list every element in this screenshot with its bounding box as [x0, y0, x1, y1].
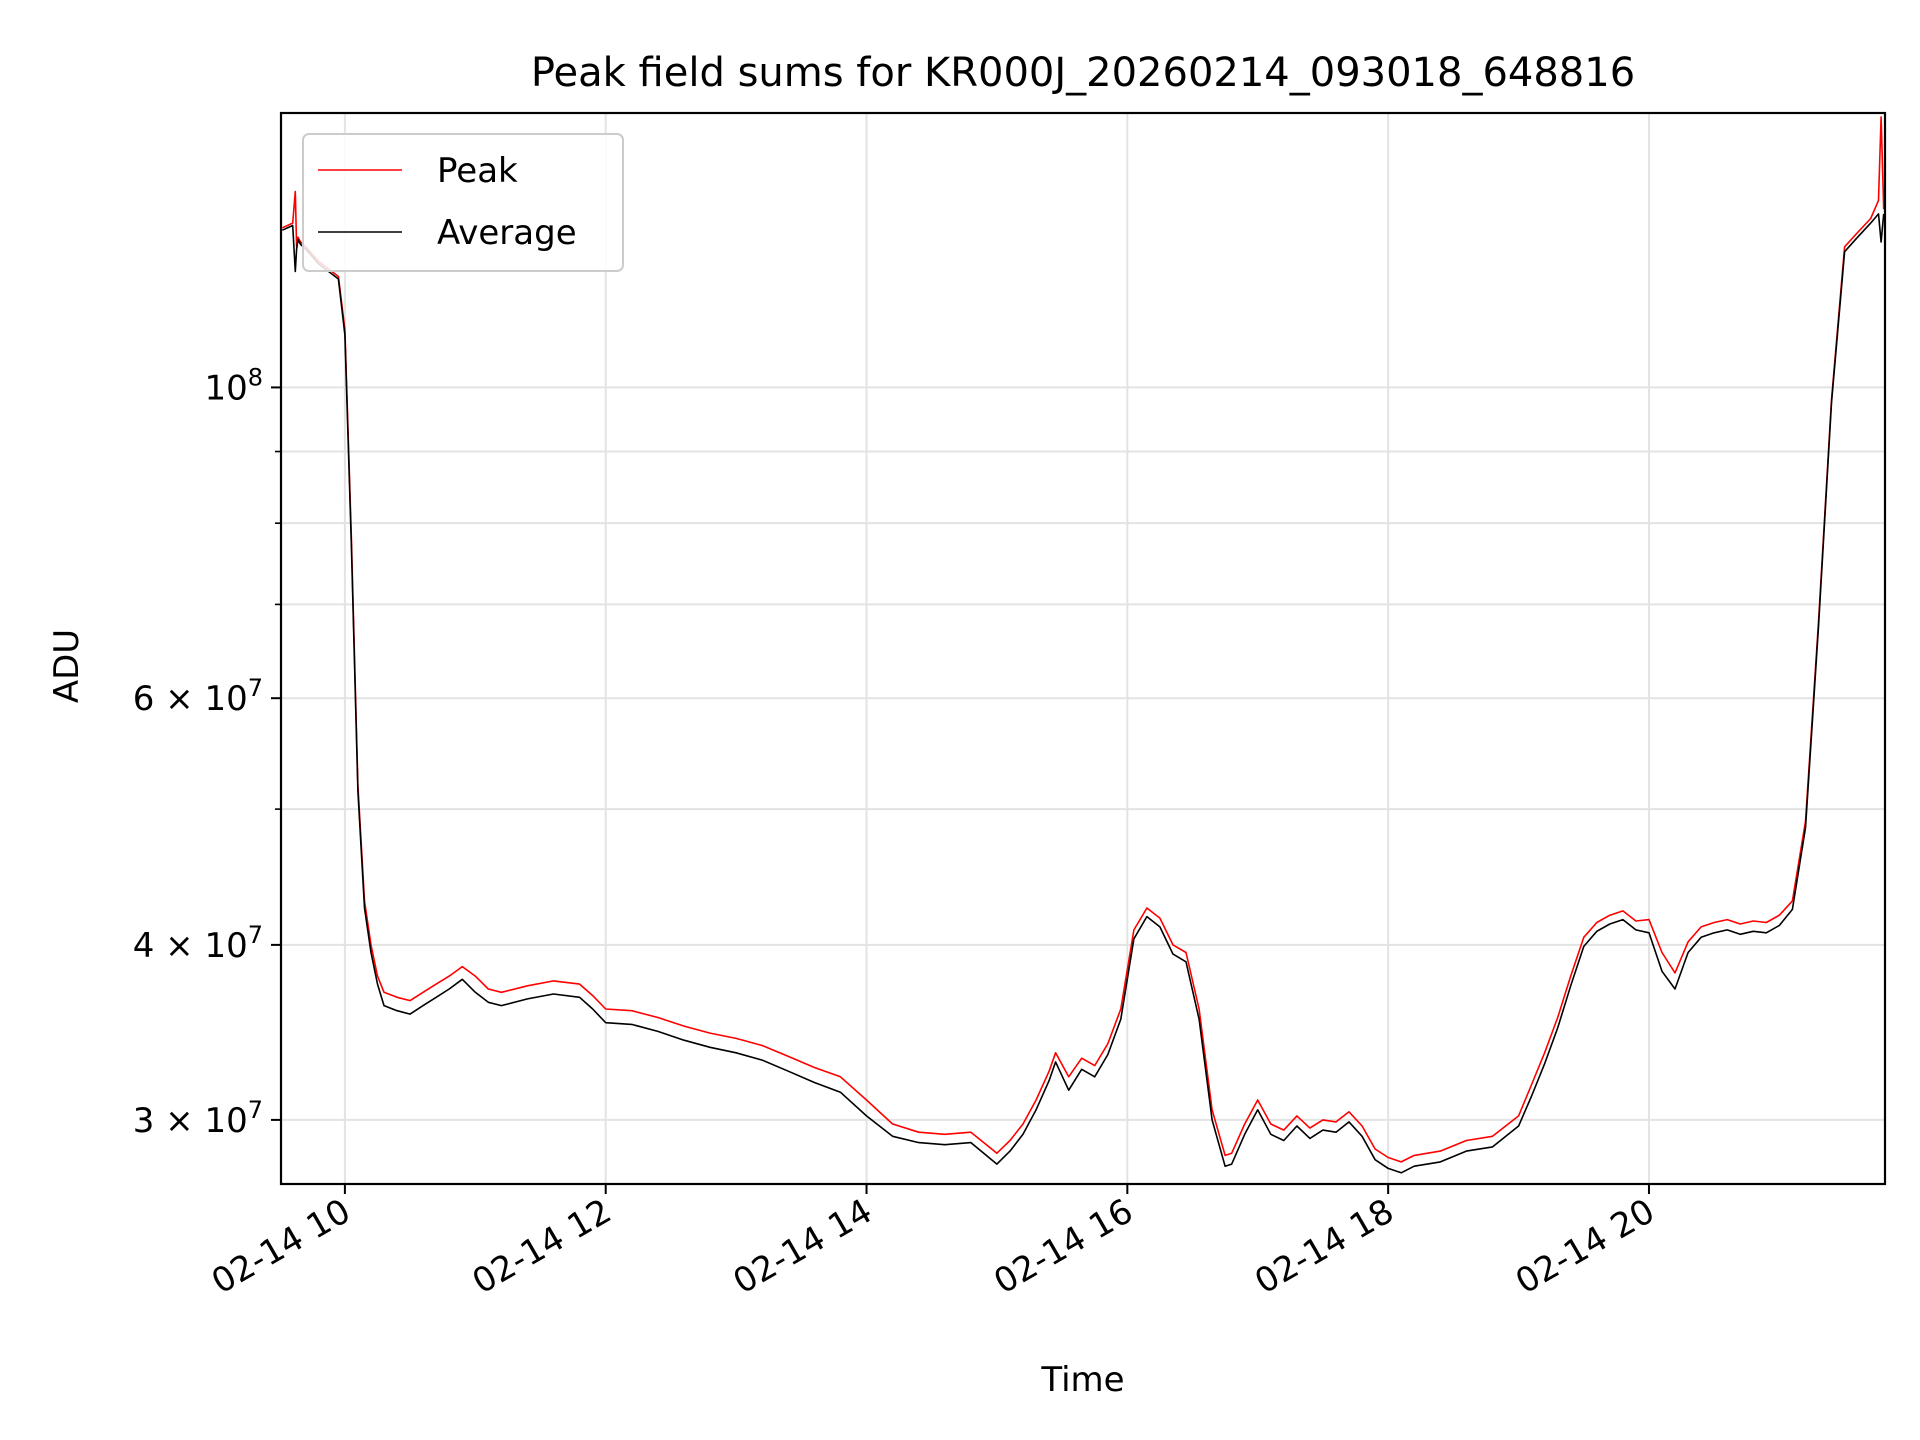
y-tick-label: 6 × 107: [133, 674, 263, 719]
legend-box: [302, 133, 624, 272]
series-line-average: [281, 213, 1885, 1174]
series-line-peak: [281, 116, 1885, 1163]
legend-label-peak: Peak: [437, 151, 518, 191]
y-tick-label: 108: [204, 363, 263, 408]
series-layer: [281, 116, 1885, 1174]
y-tick-label: 4 × 107: [133, 921, 263, 966]
y-tick-label: 3 × 107: [133, 1096, 263, 1141]
chart-title: Peak field sums for KR000J_20260214_0930…: [531, 50, 1635, 96]
plot-frame: [279, 111, 1887, 1186]
grid: [281, 113, 1885, 1184]
y-axis-label: ADU: [47, 629, 87, 703]
legend: Peak Average: [302, 133, 624, 272]
x-axis-label: Time: [1040, 1360, 1124, 1400]
legend-label-average: Average: [437, 213, 577, 253]
